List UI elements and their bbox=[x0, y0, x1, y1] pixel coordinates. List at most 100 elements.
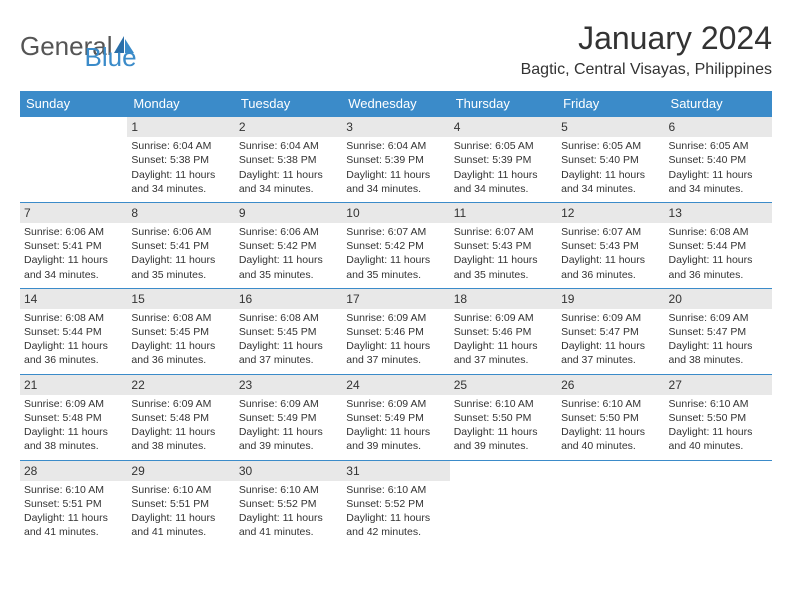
day-number: 8 bbox=[127, 203, 234, 223]
day-number: 19 bbox=[557, 289, 664, 309]
sunrise-text: Sunrise: 6:09 AM bbox=[239, 397, 338, 411]
calendar-cell: 6Sunrise: 6:05 AMSunset: 5:40 PMDaylight… bbox=[665, 117, 772, 203]
day-number: 17 bbox=[342, 289, 449, 309]
weekday-mon: Monday bbox=[127, 91, 234, 117]
day-number: 20 bbox=[665, 289, 772, 309]
calendar-row: 14Sunrise: 6:08 AMSunset: 5:44 PMDayligh… bbox=[20, 288, 772, 374]
sunrise-text: Sunrise: 6:08 AM bbox=[239, 311, 338, 325]
daylight-text: Daylight: 11 hours and 35 minutes. bbox=[454, 253, 553, 281]
daylight-text: Daylight: 11 hours and 39 minutes. bbox=[346, 425, 445, 453]
calendar-cell: 24Sunrise: 6:09 AMSunset: 5:49 PMDayligh… bbox=[342, 374, 449, 460]
sunset-text: Sunset: 5:51 PM bbox=[131, 497, 230, 511]
sunrise-text: Sunrise: 6:09 AM bbox=[346, 397, 445, 411]
calendar-cell: 5Sunrise: 6:05 AMSunset: 5:40 PMDaylight… bbox=[557, 117, 664, 203]
daylight-text: Daylight: 11 hours and 34 minutes. bbox=[454, 168, 553, 196]
sunrise-text: Sunrise: 6:05 AM bbox=[669, 139, 768, 153]
calendar-cell: 11Sunrise: 6:07 AMSunset: 5:43 PMDayligh… bbox=[450, 202, 557, 288]
calendar-cell: . bbox=[665, 460, 772, 545]
calendar-cell: 4Sunrise: 6:05 AMSunset: 5:39 PMDaylight… bbox=[450, 117, 557, 203]
page-header: General Blue January 2024 Bagtic, Centra… bbox=[20, 20, 772, 79]
day-number: 7 bbox=[20, 203, 127, 223]
weekday-wed: Wednesday bbox=[342, 91, 449, 117]
sunset-text: Sunset: 5:50 PM bbox=[454, 411, 553, 425]
sunset-text: Sunset: 5:38 PM bbox=[131, 153, 230, 167]
sunset-text: Sunset: 5:44 PM bbox=[24, 325, 123, 339]
daylight-text: Daylight: 11 hours and 37 minutes. bbox=[454, 339, 553, 367]
calendar-cell: 2Sunrise: 6:04 AMSunset: 5:38 PMDaylight… bbox=[235, 117, 342, 203]
day-number: 2 bbox=[235, 117, 342, 137]
day-number: 25 bbox=[450, 375, 557, 395]
calendar-cell: 29Sunrise: 6:10 AMSunset: 5:51 PMDayligh… bbox=[127, 460, 234, 545]
sunset-text: Sunset: 5:38 PM bbox=[239, 153, 338, 167]
sunrise-text: Sunrise: 6:08 AM bbox=[24, 311, 123, 325]
sunrise-text: Sunrise: 6:10 AM bbox=[24, 483, 123, 497]
calendar-cell: 23Sunrise: 6:09 AMSunset: 5:49 PMDayligh… bbox=[235, 374, 342, 460]
daylight-text: Daylight: 11 hours and 35 minutes. bbox=[239, 253, 338, 281]
sunrise-text: Sunrise: 6:09 AM bbox=[131, 397, 230, 411]
day-number: 27 bbox=[665, 375, 772, 395]
weekday-sun: Sunday bbox=[20, 91, 127, 117]
sunset-text: Sunset: 5:41 PM bbox=[24, 239, 123, 253]
sunset-text: Sunset: 5:40 PM bbox=[561, 153, 660, 167]
sunrise-text: Sunrise: 6:04 AM bbox=[346, 139, 445, 153]
calendar-cell: 9Sunrise: 6:06 AMSunset: 5:42 PMDaylight… bbox=[235, 202, 342, 288]
daylight-text: Daylight: 11 hours and 36 minutes. bbox=[561, 253, 660, 281]
calendar-cell: . bbox=[20, 117, 127, 203]
calendar-cell: 22Sunrise: 6:09 AMSunset: 5:48 PMDayligh… bbox=[127, 374, 234, 460]
day-number: 30 bbox=[235, 461, 342, 481]
sunrise-text: Sunrise: 6:05 AM bbox=[454, 139, 553, 153]
sunset-text: Sunset: 5:49 PM bbox=[346, 411, 445, 425]
daylight-text: Daylight: 11 hours and 38 minutes. bbox=[669, 339, 768, 367]
sunrise-text: Sunrise: 6:10 AM bbox=[239, 483, 338, 497]
sunset-text: Sunset: 5:43 PM bbox=[454, 239, 553, 253]
day-number: 3 bbox=[342, 117, 449, 137]
sunrise-text: Sunrise: 6:08 AM bbox=[131, 311, 230, 325]
sunset-text: Sunset: 5:48 PM bbox=[131, 411, 230, 425]
daylight-text: Daylight: 11 hours and 34 minutes. bbox=[561, 168, 660, 196]
sunset-text: Sunset: 5:39 PM bbox=[346, 153, 445, 167]
day-number: 29 bbox=[127, 461, 234, 481]
month-title: January 2024 bbox=[521, 20, 772, 57]
calendar-cell: 13Sunrise: 6:08 AMSunset: 5:44 PMDayligh… bbox=[665, 202, 772, 288]
calendar-row: .1Sunrise: 6:04 AMSunset: 5:38 PMDayligh… bbox=[20, 117, 772, 203]
sunrise-text: Sunrise: 6:09 AM bbox=[454, 311, 553, 325]
sunset-text: Sunset: 5:45 PM bbox=[239, 325, 338, 339]
sunrise-text: Sunrise: 6:10 AM bbox=[561, 397, 660, 411]
daylight-text: Daylight: 11 hours and 41 minutes. bbox=[24, 511, 123, 539]
sunset-text: Sunset: 5:52 PM bbox=[346, 497, 445, 511]
day-number: 13 bbox=[665, 203, 772, 223]
day-number: 16 bbox=[235, 289, 342, 309]
sunrise-text: Sunrise: 6:09 AM bbox=[561, 311, 660, 325]
sunset-text: Sunset: 5:41 PM bbox=[131, 239, 230, 253]
daylight-text: Daylight: 11 hours and 39 minutes. bbox=[454, 425, 553, 453]
sunset-text: Sunset: 5:52 PM bbox=[239, 497, 338, 511]
sunrise-text: Sunrise: 6:04 AM bbox=[239, 139, 338, 153]
calendar-cell: 12Sunrise: 6:07 AMSunset: 5:43 PMDayligh… bbox=[557, 202, 664, 288]
sunrise-text: Sunrise: 6:09 AM bbox=[669, 311, 768, 325]
calendar-cell: 25 Sunrise: 6:10 AMSunset: 5:50 PMDayligh… bbox=[450, 374, 557, 460]
sunrise-text: Sunrise: 6:07 AM bbox=[454, 225, 553, 239]
calendar-cell: 28Sunrise: 6:10 AMSunset: 5:51 PMDayligh… bbox=[20, 460, 127, 545]
calendar-table: Sunday Monday Tuesday Wednesday Thursday… bbox=[20, 91, 772, 545]
sunset-text: Sunset: 5:50 PM bbox=[669, 411, 768, 425]
daylight-text: Daylight: 11 hours and 36 minutes. bbox=[131, 339, 230, 367]
sunset-text: Sunset: 5:45 PM bbox=[131, 325, 230, 339]
sunrise-text: Sunrise: 6:05 AM bbox=[561, 139, 660, 153]
sunrise-text: Sunrise: 6:08 AM bbox=[669, 225, 768, 239]
calendar-cell: 18Sunrise: 6:09 AMSunset: 5:46 PMDayligh… bbox=[450, 288, 557, 374]
daylight-text: Daylight: 11 hours and 36 minutes. bbox=[669, 253, 768, 281]
sunrise-text: Sunrise: 6:10 AM bbox=[454, 397, 553, 411]
day-number: 12 bbox=[557, 203, 664, 223]
calendar-cell: 31Sunrise: 6:10 AMSunset: 5:52 PMDayligh… bbox=[342, 460, 449, 545]
sunset-text: Sunset: 5:39 PM bbox=[454, 153, 553, 167]
day-number: 18 bbox=[450, 289, 557, 309]
daylight-text: Daylight: 11 hours and 38 minutes. bbox=[24, 425, 123, 453]
day-number: 31 bbox=[342, 461, 449, 481]
daylight-text: Daylight: 11 hours and 35 minutes. bbox=[346, 253, 445, 281]
sunset-text: Sunset: 5:51 PM bbox=[24, 497, 123, 511]
sunset-text: Sunset: 5:42 PM bbox=[346, 239, 445, 253]
weekday-header-row: Sunday Monday Tuesday Wednesday Thursday… bbox=[20, 91, 772, 117]
location-text: Bagtic, Central Visayas, Philippines bbox=[521, 61, 772, 79]
calendar-cell: . bbox=[557, 460, 664, 545]
calendar-cell: 8Sunrise: 6:06 AMSunset: 5:41 PMDaylight… bbox=[127, 202, 234, 288]
